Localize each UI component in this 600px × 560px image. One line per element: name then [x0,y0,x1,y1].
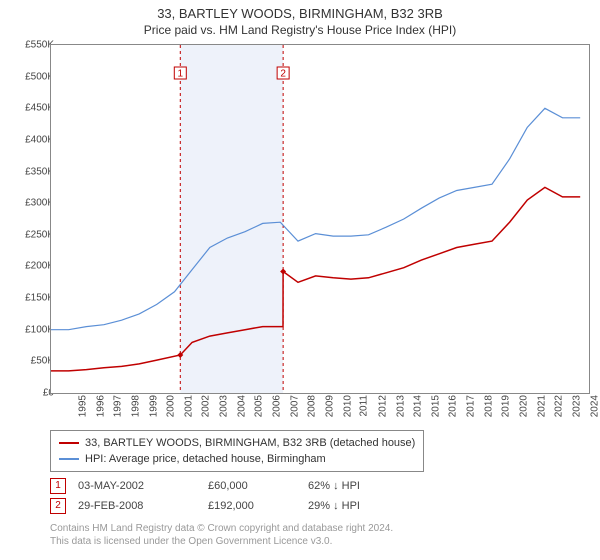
marker-table: 1 03-MAY-2002£60,00062% ↓ HPI 2 29-FEB-2008… [50,476,408,516]
x-tick-label: 2016 [448,395,459,417]
x-tick-label: 2014 [412,395,423,417]
x-tick-label: 2018 [483,395,494,417]
x-tick-label: 2021 [536,395,547,417]
x-tick-label: 1999 [148,395,159,417]
x-tick-label: 2023 [571,395,582,417]
footer-attribution: Contains HM Land Registry data © Crown c… [50,522,393,548]
x-tick-label: 2010 [342,395,353,417]
legend-label: 33, BARTLEY WOODS, BIRMINGHAM, B32 3RB (… [85,437,415,449]
plot-svg: 12 [51,45,589,393]
x-tick-label: 2017 [465,395,476,417]
legend-item: HPI: Average price, detached house, Birm… [59,451,415,467]
x-tick-label: 2001 [183,395,194,417]
x-tick-label: 1995 [77,395,88,417]
marker-row: 1 03-MAY-2002£60,00062% ↓ HPI [50,476,408,496]
marker-number-box: 2 [50,498,66,514]
x-tick-label: 2007 [289,395,300,417]
svg-text:2: 2 [280,69,286,80]
marker-date: 29-FEB-2008 [78,500,208,512]
x-tick-label: 2012 [377,395,388,417]
x-tick-label: 2015 [430,395,441,417]
x-tick-label: 2022 [554,395,565,417]
plot-area: 12 [50,44,590,394]
chart-subtitle: Price paid vs. HM Land Registry's House … [0,21,600,41]
legend-label: HPI: Average price, detached house, Birm… [85,453,326,465]
marker-number-box: 1 [50,478,66,494]
x-tick-label: 2003 [218,395,229,417]
x-tick-label: 1996 [95,395,106,417]
x-tick-label: 2009 [324,395,335,417]
x-tick-label: 1998 [130,395,141,417]
x-tick-label: 2000 [165,395,176,417]
marker-pct-vs-hpi: 29% ↓ HPI [308,500,408,512]
x-tick-label: 2005 [254,395,265,417]
chart-container: 33, BARTLEY WOODS, BIRMINGHAM, B32 3RB P… [0,0,600,560]
chart-title: 33, BARTLEY WOODS, BIRMINGHAM, B32 3RB [0,0,600,21]
x-tick-label: 1997 [113,395,124,417]
footer-line-1: Contains HM Land Registry data © Crown c… [50,522,393,535]
x-tick-label: 2024 [589,395,600,417]
svg-text:1: 1 [178,69,184,80]
x-tick-label: 2013 [395,395,406,417]
marker-date: 03-MAY-2002 [78,480,208,492]
marker-price: £60,000 [208,480,308,492]
x-tick-label: 2011 [359,395,370,417]
legend: 33, BARTLEY WOODS, BIRMINGHAM, B32 3RB (… [50,430,424,472]
marker-pct-vs-hpi: 62% ↓ HPI [308,480,408,492]
x-tick-label: 2004 [236,395,247,417]
marker-price: £192,000 [208,500,308,512]
marker-row: 2 29-FEB-2008£192,00029% ↓ HPI [50,496,408,516]
x-tick-label: 2019 [501,395,512,417]
x-tick-label: 2008 [307,395,318,417]
legend-item: 33, BARTLEY WOODS, BIRMINGHAM, B32 3RB (… [59,435,415,451]
legend-swatch [59,458,79,460]
x-tick-label: 2002 [201,395,212,417]
x-tick-label: 2020 [518,395,529,417]
legend-swatch [59,442,79,444]
footer-line-2: This data is licensed under the Open Gov… [50,535,393,548]
x-tick-label: 2006 [271,395,282,417]
